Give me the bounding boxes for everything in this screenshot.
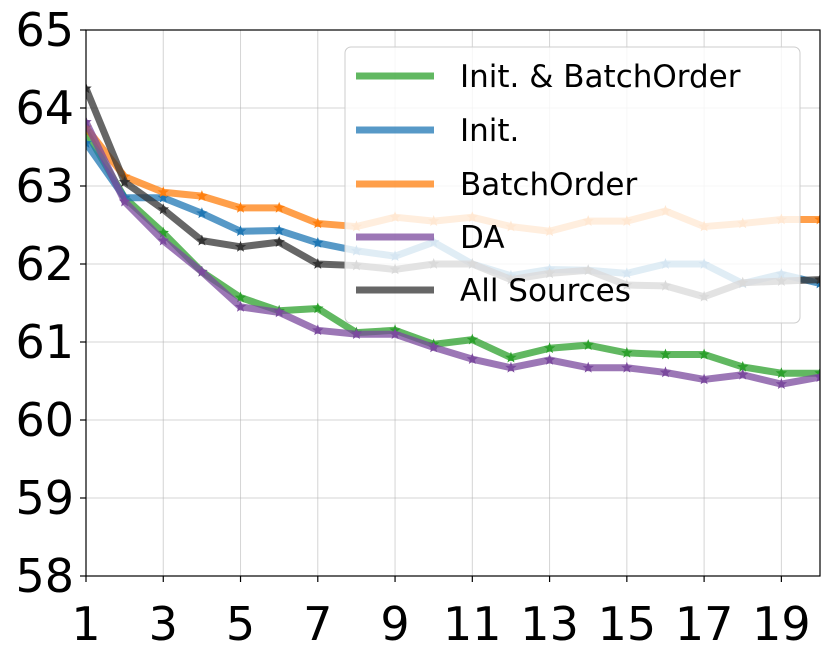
data-point bbox=[157, 186, 169, 198]
data-point bbox=[234, 291, 247, 303]
data-point bbox=[814, 273, 820, 285]
y-tick-label: 63 bbox=[15, 159, 74, 213]
legend-item-all-sources: All Sources bbox=[356, 273, 631, 309]
legend: Init. & BatchOrder Init. BatchOrder DA A… bbox=[344, 46, 801, 324]
data-point bbox=[157, 191, 169, 203]
x-tick-label: 19 bbox=[752, 597, 811, 647]
y-tick-label: 62 bbox=[15, 237, 74, 291]
data-point bbox=[466, 333, 479, 345]
data-point bbox=[775, 367, 788, 379]
legend-label: DA bbox=[460, 220, 505, 256]
legend-item-init: Init. bbox=[356, 113, 519, 149]
y-tick-label: 65 bbox=[15, 3, 74, 57]
data-point bbox=[234, 300, 247, 312]
data-point bbox=[814, 371, 820, 382]
data-point bbox=[389, 328, 401, 340]
data-point bbox=[196, 265, 208, 277]
data-point bbox=[157, 234, 169, 246]
legend-label: Init. & BatchOrder bbox=[460, 59, 741, 95]
legend-box bbox=[344, 46, 801, 324]
data-point bbox=[350, 328, 363, 340]
series-da bbox=[86, 116, 820, 389]
data-point bbox=[737, 368, 749, 380]
x-tick-label: 17 bbox=[675, 597, 734, 647]
data-point bbox=[698, 348, 710, 360]
data-point bbox=[86, 137, 92, 148]
y-tick-label: 59 bbox=[15, 471, 74, 525]
data-point bbox=[775, 378, 788, 389]
data-point bbox=[273, 224, 285, 236]
data-point bbox=[312, 236, 324, 248]
data-point bbox=[543, 353, 556, 365]
x-tick-label: 3 bbox=[149, 597, 178, 647]
data-point bbox=[312, 302, 324, 314]
data-point bbox=[86, 82, 92, 94]
series-line bbox=[86, 120, 820, 388]
y-tick-label: 61 bbox=[15, 315, 74, 369]
data-point bbox=[505, 351, 517, 363]
data-point bbox=[427, 341, 440, 353]
data-point bbox=[312, 217, 324, 229]
x-tick-label: 5 bbox=[226, 597, 255, 647]
legend-item-batchorder: BatchOrder bbox=[356, 167, 637, 203]
data-point bbox=[505, 361, 517, 373]
data-point bbox=[196, 207, 208, 219]
data-point bbox=[86, 116, 92, 127]
data-point bbox=[621, 346, 633, 358]
data-point bbox=[118, 195, 131, 207]
y-tick-label: 58 bbox=[15, 549, 74, 603]
data-point bbox=[157, 203, 169, 215]
data-point bbox=[157, 226, 169, 238]
legend-label: All Sources bbox=[460, 273, 631, 309]
y-tick-label: 60 bbox=[15, 393, 74, 447]
x-tick-label: 15 bbox=[598, 597, 657, 647]
data-point bbox=[312, 324, 324, 336]
legend-label: BatchOrder bbox=[460, 167, 637, 203]
data-point bbox=[273, 236, 285, 248]
legend-label: Init. bbox=[460, 113, 519, 149]
data-point bbox=[543, 342, 556, 354]
data-point bbox=[118, 176, 131, 187]
x-tick-label: 9 bbox=[380, 597, 409, 647]
data-point bbox=[234, 201, 247, 213]
data-point bbox=[814, 213, 820, 225]
y-tick-label: 64 bbox=[15, 81, 74, 135]
data-point bbox=[621, 361, 633, 373]
data-point bbox=[273, 306, 285, 318]
data-point bbox=[698, 373, 710, 385]
data-point bbox=[466, 353, 479, 365]
data-point bbox=[196, 234, 208, 246]
plot-frame bbox=[85, 29, 821, 577]
data-point bbox=[582, 339, 594, 350]
x-tick-label: 13 bbox=[520, 597, 579, 647]
data-point bbox=[659, 348, 672, 360]
data-point bbox=[582, 361, 594, 373]
legend-item-da: DA bbox=[356, 220, 505, 256]
data-point bbox=[234, 240, 247, 252]
data-point bbox=[234, 225, 247, 237]
x-tick-label: 7 bbox=[303, 597, 332, 647]
data-point bbox=[273, 201, 285, 213]
data-point bbox=[312, 258, 324, 269]
legend-item-init-batchorder: Init. & BatchOrder bbox=[356, 59, 741, 95]
data-point bbox=[737, 360, 749, 372]
data-point bbox=[659, 366, 672, 378]
data-point bbox=[196, 190, 208, 201]
x-tick-label: 11 bbox=[443, 597, 502, 647]
x-tick-label: 1 bbox=[71, 597, 100, 647]
